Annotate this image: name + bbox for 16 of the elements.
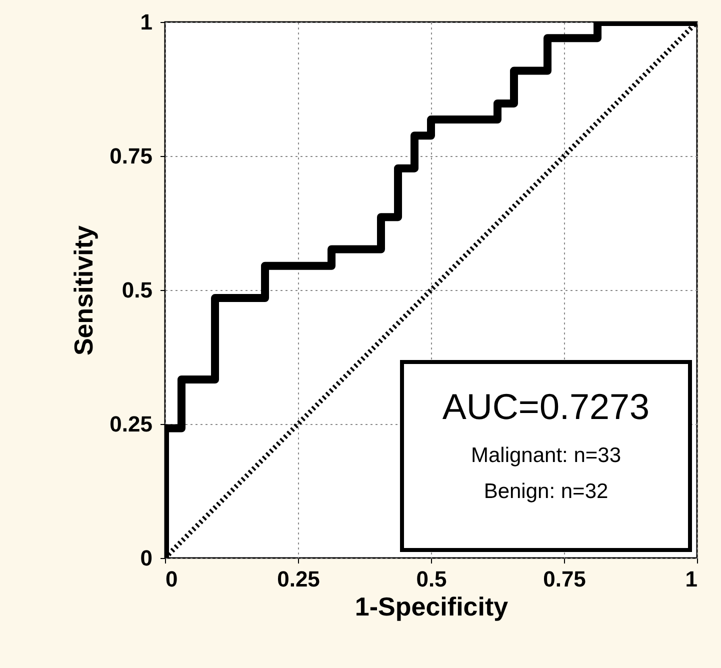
y-tick-label: 0.5 (122, 278, 152, 302)
y-axis-title: Sensitivity (68, 224, 99, 356)
y-tick-label: 1 (140, 10, 152, 34)
x-tick-label: 0.5 (416, 566, 447, 592)
x-tick-label: 0.25 (277, 566, 320, 592)
y-tick-label: 0.25 (110, 412, 152, 436)
annotation: AUC=0.7273 (441, 386, 651, 428)
annotation: Malignant: n=33 (470, 444, 622, 468)
x-tick-label: 0.75 (543, 566, 586, 592)
x-tick-label: 0 (166, 566, 178, 592)
text-box: AUC=0.7273 Malignant: n=33 Benign: n=32 (400, 360, 692, 552)
x-tick-label: 1 (685, 566, 698, 592)
annotation: Benign: n=32 (482, 480, 610, 504)
y-tick-label: 0.75 (110, 144, 152, 168)
y-tick-label: 0 (140, 546, 152, 570)
x-axis-title: 1-Specificity (354, 592, 509, 622)
